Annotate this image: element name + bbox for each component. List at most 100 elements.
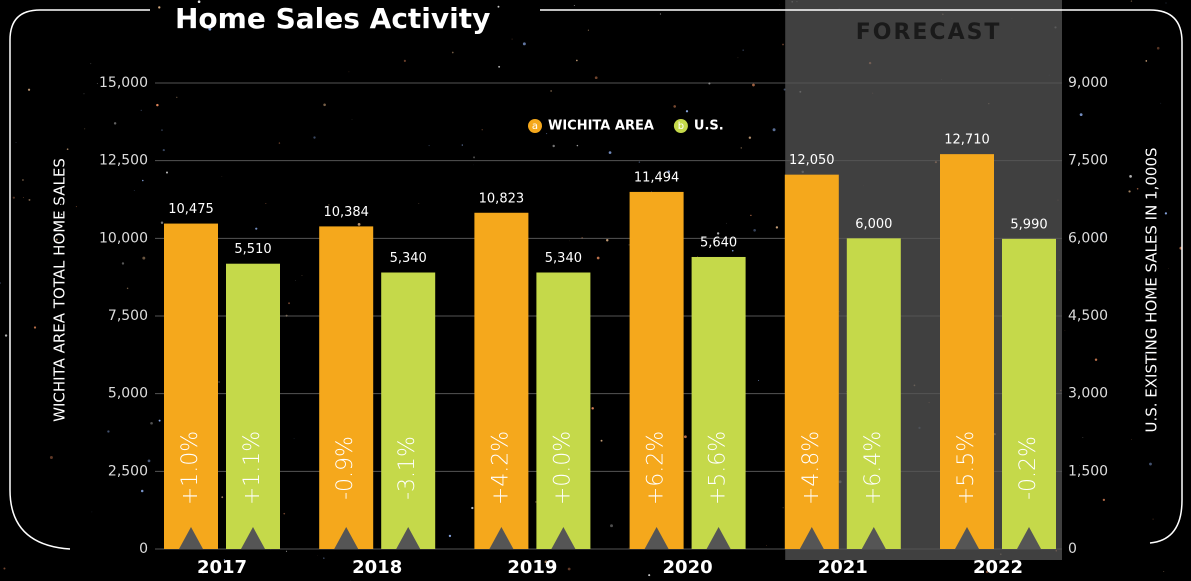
star: [1152, 357, 1154, 360]
star: [140, 489, 144, 493]
star: [1145, 60, 1148, 62]
star: [140, 109, 142, 111]
bar-triangle: [706, 527, 731, 549]
x-tick-label: 2017: [197, 557, 247, 578]
change-label: +4.2%: [488, 431, 513, 505]
legend-label: U.S.: [694, 119, 724, 134]
star: [716, 232, 720, 235]
change-label: +6.2%: [644, 431, 669, 505]
star: [544, 560, 548, 564]
star: [348, 71, 350, 73]
star: [594, 76, 598, 80]
star: [21, 178, 24, 181]
star: [782, 507, 784, 509]
star: [107, 430, 110, 433]
star: [84, 128, 86, 130]
y2-tick-label: 1,500: [1068, 463, 1108, 479]
star: [33, 326, 37, 329]
star: [142, 179, 144, 182]
star: [278, 142, 281, 144]
bar: [536, 272, 591, 549]
star: [550, 90, 552, 92]
change-label: +1.1%: [240, 431, 265, 505]
y-tick-label: 7,500: [108, 308, 148, 324]
bar-triangle: [1017, 527, 1041, 549]
star: [685, 110, 689, 113]
bar-triangle: [644, 527, 669, 549]
star: [1149, 462, 1152, 466]
value-label: 5,340: [545, 251, 582, 266]
star: [165, 171, 169, 174]
y2-tick-label: 4,500: [1068, 308, 1108, 324]
bar: [474, 212, 529, 549]
bar: [381, 272, 436, 549]
star: [90, 63, 92, 65]
star: [684, 435, 687, 439]
star: [638, 161, 641, 163]
star: [0, 282, 1, 284]
star: [60, 203, 62, 206]
star: [323, 557, 325, 559]
star: [448, 534, 452, 538]
value-label: 5,510: [234, 242, 271, 257]
star: [1079, 464, 1080, 466]
star: [218, 381, 220, 383]
star: [985, 570, 989, 574]
star: [313, 136, 316, 139]
star: [758, 380, 760, 381]
star: [49, 456, 53, 459]
star: [1064, 329, 1066, 331]
star: [176, 96, 178, 98]
star: [126, 287, 129, 290]
value-label: 5,340: [390, 251, 427, 266]
star: [66, 148, 69, 151]
x-tick-label: 2020: [663, 557, 713, 578]
star: [576, 59, 578, 62]
star: [27, 88, 31, 91]
y2-tick-label: 3,000: [1068, 386, 1108, 402]
star: [328, 204, 330, 206]
change-label: +5.5%: [954, 431, 979, 505]
star: [1164, 212, 1168, 215]
bar: [940, 154, 994, 549]
y-tick-label: 12,500: [99, 153, 148, 169]
star: [731, 249, 734, 252]
star: [265, 202, 267, 204]
star: [91, 511, 93, 513]
star: [752, 83, 755, 87]
star: [121, 262, 125, 265]
frame-left: [9, 9, 150, 550]
star: [498, 65, 501, 68]
star: [1152, 518, 1154, 520]
star: [1128, 190, 1131, 193]
star: [766, 545, 767, 546]
star: [451, 51, 454, 54]
value-label: 11,494: [634, 170, 680, 185]
star: [737, 57, 739, 59]
x-tick-label: 2019: [507, 557, 557, 578]
star: [628, 547, 630, 549]
star: [283, 512, 286, 515]
star: [3, 567, 6, 570]
legend-label: WICHITA AREA: [548, 119, 654, 134]
star: [522, 42, 526, 46]
value-label: 5,640: [700, 235, 737, 250]
y-tick-label: 10,000: [99, 230, 148, 246]
star: [255, 227, 258, 230]
star: [610, 524, 613, 528]
star: [742, 49, 744, 51]
star: [535, 501, 537, 503]
star: [608, 151, 612, 154]
bar-triangle: [241, 527, 265, 549]
bar-triangle: [955, 527, 979, 549]
star: [606, 239, 609, 242]
bar-triangle: [799, 527, 824, 549]
bar: [784, 174, 839, 549]
legend-swatch: [673, 119, 688, 133]
bar: [319, 226, 374, 549]
star: [620, 129, 622, 131]
star: [83, 93, 85, 95]
star: [55, 238, 58, 241]
star: [223, 559, 225, 561]
x-tick-label: 2018: [352, 557, 402, 578]
